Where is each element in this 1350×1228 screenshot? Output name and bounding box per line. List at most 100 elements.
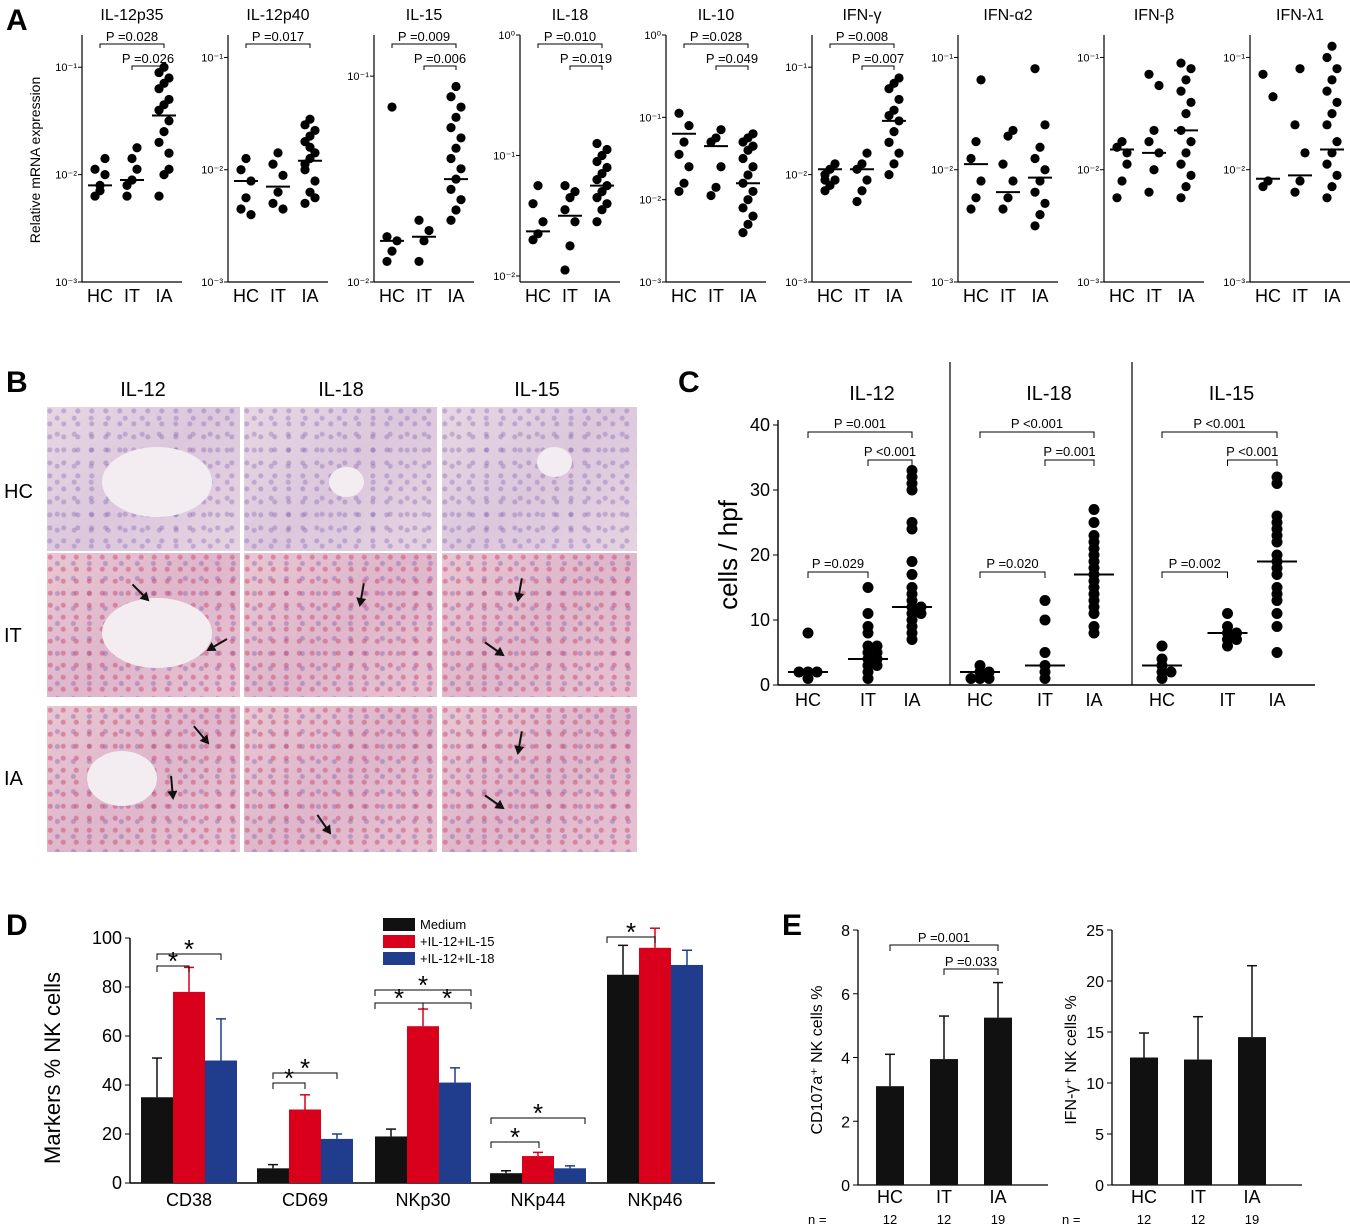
data-point [446,215,456,225]
bar [321,1138,353,1183]
data-point [300,159,310,169]
p-value: P =0.029 [812,556,864,571]
bar [1238,1037,1266,1185]
significance-bracket [606,936,656,943]
data-point [236,204,246,214]
p-value: P <0.001 [1193,416,1245,431]
data-point [1144,137,1154,147]
data-point [456,102,466,112]
data-point [1222,621,1233,632]
p-bracket [807,571,869,578]
p-value: P =0.001 [834,416,886,431]
y-tick-label: 10⁻³ [1077,277,1099,289]
data-point [1156,640,1168,652]
data-point [387,246,397,256]
p-value: P =0.028 [106,29,158,44]
panel-a-title: IFN-γ [842,7,881,24]
data-point [1003,193,1013,203]
data-point [1300,148,1310,158]
bar [930,1059,958,1185]
data-point [862,148,872,158]
y-tick-label: 10⁻³ [201,277,223,289]
data-point [533,181,543,191]
data-point [1176,159,1186,169]
data-point [884,170,894,180]
p-value: P =0.008 [836,29,888,44]
p-value: P <0.001 [1011,416,1063,431]
x-tick-label: HC [817,286,843,306]
x-tick-label: IA [447,286,464,306]
p-value: P =0.001 [1043,444,1095,459]
y-tick-label: 10⁻³ [639,277,661,289]
subpanel-title: IL-12 [849,383,895,405]
x-tick-label: HC [967,690,993,710]
y-tick-label: 10⁻² [55,170,77,182]
bar [205,1060,237,1183]
x-tick-label: IA [989,1187,1006,1207]
legend-swatch [383,918,415,931]
y-tick-label: 4 [841,1051,850,1068]
data-point [278,170,288,180]
x-tick-label: IA [1323,286,1340,306]
data-point [906,582,918,593]
data-point [414,215,424,225]
y-tick-label: 10⁻² [347,277,369,289]
data-point [1258,69,1268,79]
data-point [310,193,320,203]
n-value: 19 [991,1212,1005,1227]
x-tick-label: HC [233,286,259,306]
y-tick-label: 0 [112,1173,122,1193]
data-point [971,193,981,203]
data-point [154,191,164,201]
data-point [1088,517,1100,528]
data-point [1030,187,1040,197]
data-point [592,217,602,227]
bar [522,1156,554,1183]
bar [639,947,671,1183]
significance-star: * [442,983,452,1013]
data-point [679,137,689,147]
x-tick-label: IA [1268,690,1285,710]
significance-bracket [490,1117,586,1124]
data-point [300,198,310,209]
p-bracket [715,65,749,70]
data-point [1144,69,1154,79]
panel-a-title: IFN-λ1 [1276,7,1324,24]
p-value: P =0.007 [852,51,904,66]
data-point [998,159,1008,169]
y-tick-label: 20 [750,545,770,565]
y-tick-label: 10⁻³ [55,277,77,289]
p-bracket [569,65,603,70]
y-tick-label: 10⁻¹ [201,52,223,64]
data-point [1088,621,1100,632]
data-point [1327,75,1337,85]
column-label: IL-15 [514,379,560,401]
data-point [597,205,607,215]
data-point [1165,666,1177,678]
significance-bracket [422,1002,472,1009]
x-tick-label: IT [1220,690,1236,710]
y-tick-label: 10⁻² [1077,165,1099,177]
x-tick-label: NKp44 [510,1190,565,1210]
p-value: P =0.033 [945,954,997,969]
y-tick-label: 0 [841,1178,850,1195]
data-point [592,138,602,149]
legend-swatch [383,935,415,948]
p-bracket [979,431,1095,438]
x-tick-label: NKp46 [627,1190,682,1210]
panel-letter-d: D [6,909,28,942]
data-point [1271,621,1283,632]
y-tick-label: 10⁻² [493,271,515,283]
data-point [679,178,689,188]
data-point [592,156,602,167]
data-point [305,114,315,124]
data-point [268,159,278,169]
x-tick-label: CD69 [282,1190,328,1210]
data-point [743,219,753,229]
data-point [1040,165,1050,175]
x-tick-label: IA [301,286,318,306]
data-point [1112,193,1122,203]
data-point [1327,181,1337,192]
data-point [1122,159,1132,169]
data-point [1122,148,1132,158]
